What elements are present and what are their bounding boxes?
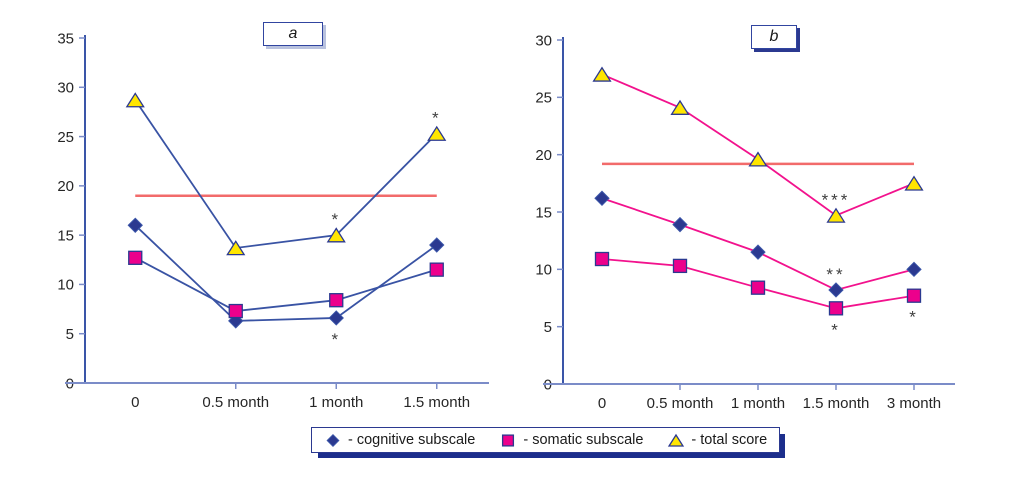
legend-item-label: - total score <box>691 432 768 448</box>
square-marker <box>594 251 610 267</box>
diamond-icon <box>326 433 340 447</box>
chart-a-title-box: a <box>263 22 323 46</box>
y-tick-label: 10 <box>57 277 74 294</box>
x-tick-label: 0.5 month <box>647 395 714 412</box>
triangle-marker <box>670 99 690 115</box>
legend-item-label: - cognitive subscale <box>348 432 476 448</box>
triangle-marker <box>326 227 346 243</box>
square-marker <box>329 293 344 308</box>
y-tick-label: 5 <box>544 319 552 336</box>
y-tick-label: 15 <box>535 204 552 221</box>
triangle-marker <box>226 240 246 256</box>
triangle-marker <box>826 207 846 223</box>
x-tick-label: 1 month <box>309 394 363 411</box>
x-tick-label: 1.5 month <box>403 394 470 411</box>
triangle-marker <box>748 151 768 167</box>
triangle-marker <box>592 66 612 82</box>
series-line-somatic-subscale <box>134 257 438 312</box>
significance-annotation: *** <box>822 190 851 209</box>
y-tick-label: 5 <box>66 326 74 343</box>
chart-b-title: b <box>769 28 779 45</box>
chart-a-title: a <box>288 25 298 42</box>
significance-annotation: * <box>331 330 341 349</box>
significance-annotation: * <box>331 210 341 229</box>
square-marker <box>828 301 844 316</box>
legend-item-label: - somatic subscale <box>523 432 644 448</box>
diamond-icon-shape <box>326 433 340 447</box>
y-tick-label: 25 <box>57 129 74 146</box>
diamond-marker <box>672 216 688 233</box>
diamond-marker <box>750 244 766 260</box>
y-tick-label: 10 <box>535 262 552 279</box>
significance-annotation: * <box>831 320 841 339</box>
legend-item-total-score: - total score <box>667 432 767 448</box>
diamond-marker <box>828 282 844 298</box>
x-tick-label: 3 month <box>887 395 941 412</box>
square-marker <box>750 280 766 295</box>
diamond-marker <box>429 237 445 253</box>
y-tick-label: 15 <box>57 227 74 244</box>
legend-item-cognitive-subscale: - cognitive subscale <box>324 432 475 448</box>
y-tick-label: 30 <box>535 32 552 49</box>
triangle-icon <box>668 433 685 447</box>
series-line-cognitive-subscale <box>601 197 915 291</box>
square-marker <box>672 258 688 274</box>
significance-annotation: * <box>432 109 442 128</box>
x-tick-label: 1.5 month <box>803 395 870 412</box>
significance-annotation: * <box>909 308 919 327</box>
diamond-marker <box>594 190 610 206</box>
x-tick-label: 0.5 month <box>202 394 269 411</box>
square-icon-shape <box>502 433 515 447</box>
series-line-cognitive-subscale <box>134 224 438 322</box>
triangle-marker <box>125 92 145 108</box>
series-line-total-score <box>601 73 915 217</box>
x-tick-label: 1 month <box>731 395 785 412</box>
x-tick-label: 0 <box>598 395 606 412</box>
diamond-marker <box>906 261 922 278</box>
square-marker <box>228 303 243 319</box>
square-icon <box>502 433 515 447</box>
diamond-marker <box>328 310 344 326</box>
y-tick-label: 25 <box>535 90 552 107</box>
y-tick-label: 30 <box>57 80 74 97</box>
square-marker <box>906 288 922 303</box>
legend: - cognitive subscale - somatic subscale - … <box>311 427 781 453</box>
y-tick-label: 20 <box>57 178 74 195</box>
square-marker <box>429 262 444 277</box>
x-tick-label: 0 <box>131 394 139 411</box>
significance-annotation: ** <box>826 265 845 284</box>
chart-b-title-box: b <box>751 25 797 49</box>
diamond-marker <box>127 217 143 233</box>
y-tick-label: 20 <box>535 147 552 164</box>
series-line-total-score <box>134 99 438 249</box>
triangle-marker <box>427 125 447 141</box>
y-tick-label: 35 <box>57 30 74 47</box>
legend-item-somatic-subscale: - somatic subscale <box>499 432 643 448</box>
triangle-marker <box>904 175 924 191</box>
triangle-icon-shape <box>668 433 685 447</box>
square-marker <box>128 250 143 265</box>
